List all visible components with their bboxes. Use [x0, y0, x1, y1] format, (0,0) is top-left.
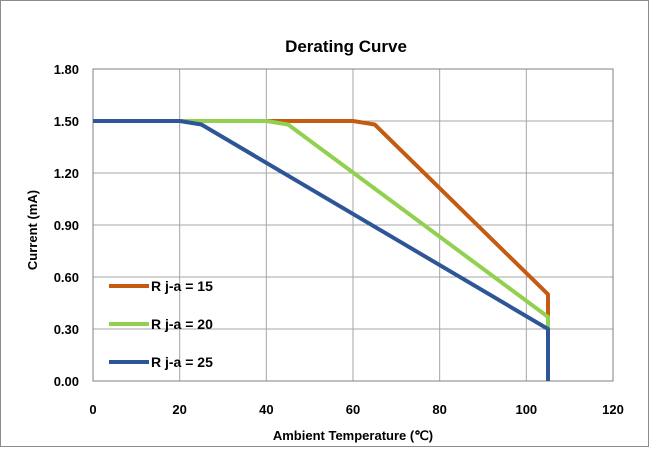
y-tick-label-1: 0.30: [54, 322, 79, 337]
y-tick-label-0: 0.00: [54, 374, 79, 389]
plot-area: [92, 68, 614, 382]
legend: R j-a = 15 R j-a = 20 R j-a = 25: [109, 278, 213, 370]
series-layer: [93, 119, 550, 381]
grid: [92, 68, 614, 382]
y-tick-label-6: 1.80: [54, 62, 79, 77]
y-tick-labels: 0.00 0.30 0.60 0.90 1.20 1.50 1.80: [54, 62, 79, 389]
legend-label-2: R j-a = 20: [151, 316, 213, 332]
legend-label-1: R j-a = 15: [151, 278, 213, 294]
x-tick-label-1: 20: [172, 402, 186, 417]
y-tick-label-2: 0.60: [54, 270, 79, 285]
y-tick-label-4: 1.20: [54, 166, 79, 181]
x-tick-label-2: 40: [259, 402, 273, 417]
series-line-3: [93, 119, 550, 381]
series-line-1: [93, 119, 550, 381]
x-tick-label-3: 60: [346, 402, 360, 417]
x-tick-labels: 0 20 40 60 80 100 120: [89, 402, 623, 417]
x-tick-label-4: 80: [432, 402, 446, 417]
series-line-2: [93, 119, 550, 381]
chart-title: Derating Curve: [285, 37, 407, 56]
y-axis-label: Current (mA): [25, 190, 40, 270]
x-axis-label: Ambient Temperature (℃): [273, 428, 433, 443]
x-tick-label-5: 100: [515, 402, 537, 417]
x-tick-label-6: 120: [602, 402, 624, 417]
legend-label-3: R j-a = 25: [151, 354, 213, 370]
plot-border: [92, 68, 614, 382]
x-tick-label-0: 0: [89, 402, 96, 417]
y-tick-label-5: 1.50: [54, 114, 79, 129]
y-tick-label-3: 0.90: [54, 218, 79, 233]
